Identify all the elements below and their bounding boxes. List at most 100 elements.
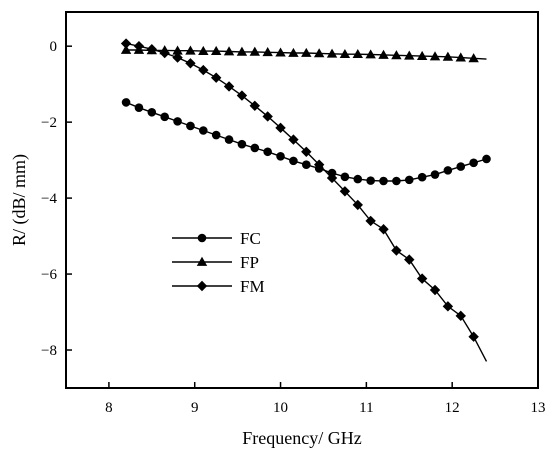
data-point-fm bbox=[455, 310, 466, 322]
data-point-fm bbox=[468, 331, 479, 342]
legend-label: FC bbox=[240, 229, 261, 248]
data-point-fm bbox=[326, 172, 338, 184]
data-point-fm bbox=[172, 52, 183, 63]
x-tick-label: 8 bbox=[105, 400, 113, 416]
data-point-fp bbox=[288, 47, 299, 57]
data-point-fc bbox=[379, 176, 388, 186]
data-point-fm bbox=[339, 186, 351, 197]
data-point-fm bbox=[442, 301, 454, 312]
data-point-fp bbox=[455, 52, 466, 62]
data-point-fp bbox=[468, 53, 479, 63]
data-point-fp bbox=[404, 50, 415, 60]
data-point-fm bbox=[275, 122, 286, 134]
data-point-fc bbox=[353, 174, 363, 184]
data-point-fc bbox=[456, 162, 466, 171]
legend-label: FM bbox=[240, 277, 265, 296]
axis-ticks: 8 9 10 11 12 13 0 −2 −4 −6 −8 bbox=[41, 39, 545, 416]
data-point-fc bbox=[211, 130, 221, 140]
data-point-fm bbox=[249, 100, 260, 112]
data-point-fm bbox=[146, 44, 158, 55]
data-point-fp bbox=[326, 48, 338, 58]
data-point-fp bbox=[120, 44, 132, 54]
data-point-fp bbox=[429, 51, 441, 61]
data-point-fc bbox=[340, 172, 350, 182]
data-point-fp bbox=[391, 50, 402, 60]
x-tick-label: 11 bbox=[359, 400, 373, 416]
y-tick-label: −8 bbox=[41, 343, 57, 359]
data-point-fc bbox=[301, 160, 311, 169]
data-point-fp bbox=[365, 49, 376, 59]
data-point-fm bbox=[352, 199, 363, 211]
data-point-fc bbox=[482, 154, 491, 164]
data-point-fm bbox=[236, 90, 248, 101]
legend-item-fp: FP bbox=[172, 253, 259, 272]
y-tick-label: −2 bbox=[41, 115, 57, 131]
data-point-fp bbox=[223, 46, 235, 56]
data-point-fm bbox=[159, 47, 170, 59]
data-point-fc bbox=[237, 139, 247, 149]
plot-frame bbox=[65, 11, 539, 389]
data-point-fc bbox=[366, 176, 375, 185]
data-point-fp bbox=[198, 45, 209, 56]
series-fm bbox=[120, 38, 488, 362]
data-point-fm bbox=[198, 64, 209, 76]
y-tick-label: −6 bbox=[41, 267, 57, 283]
data-point-fm bbox=[404, 254, 415, 265]
data-point-fp bbox=[249, 46, 260, 56]
data-point-fm bbox=[120, 38, 132, 49]
data-point-fp bbox=[172, 45, 183, 55]
data-point-fp bbox=[210, 45, 222, 56]
data-point-fc bbox=[289, 156, 298, 166]
series-fc bbox=[121, 98, 491, 186]
data-point-fm bbox=[210, 72, 222, 83]
legend-item-fc: FC bbox=[172, 229, 261, 248]
data-point-fm bbox=[133, 40, 145, 52]
data-point-fc bbox=[224, 135, 234, 144]
data-point-fc bbox=[147, 107, 157, 117]
legend: FC FP FM bbox=[172, 229, 265, 296]
data-point-fc bbox=[173, 117, 182, 126]
data-point-fm bbox=[262, 111, 273, 122]
data-point-fc bbox=[263, 147, 272, 157]
data-point-fc bbox=[276, 152, 285, 161]
data-point-fc bbox=[250, 143, 260, 153]
data-point-fp bbox=[262, 47, 273, 57]
data-point-fm bbox=[301, 146, 312, 157]
data-point-fm bbox=[365, 215, 376, 227]
data-point-fm bbox=[429, 284, 441, 296]
data-point-fc bbox=[121, 98, 131, 107]
data-point-fm bbox=[185, 58, 196, 69]
data-point-fm bbox=[288, 134, 299, 145]
data-point-fp bbox=[416, 50, 428, 60]
legend-marker-fc bbox=[197, 233, 207, 243]
data-point-fc bbox=[186, 121, 195, 131]
data-point-fc bbox=[430, 170, 440, 179]
x-tick-label: 9 bbox=[191, 400, 199, 416]
data-point-fc bbox=[392, 176, 401, 186]
x-axis-label: Frequency/ GHz bbox=[242, 428, 361, 448]
data-point-fp bbox=[236, 46, 248, 56]
y-axis-label: R/ (dB/ mm) bbox=[9, 154, 30, 246]
y-tick-label: 0 bbox=[50, 39, 58, 55]
x-tick-label: 10 bbox=[273, 400, 288, 416]
data-point-fm bbox=[378, 224, 389, 235]
data-point-fc bbox=[469, 158, 478, 168]
data-point-fc bbox=[134, 103, 144, 113]
data-point-fc bbox=[404, 175, 414, 185]
data-point-fc bbox=[443, 166, 453, 175]
data-point-fp bbox=[339, 48, 351, 59]
x-tick-label: 12 bbox=[445, 400, 460, 416]
y-tick-label: −4 bbox=[41, 191, 57, 207]
x-tick-label: 13 bbox=[531, 400, 546, 416]
data-point-fp bbox=[378, 49, 389, 59]
data-point-fp bbox=[301, 47, 312, 57]
data-point-fm bbox=[391, 245, 402, 256]
data-point-fc bbox=[160, 112, 169, 122]
data-point-fp bbox=[313, 48, 325, 58]
legend-label: FP bbox=[240, 253, 259, 272]
data-point-fc bbox=[199, 126, 208, 135]
series-line-fc bbox=[125, 101, 487, 182]
data-point-fp bbox=[442, 51, 454, 61]
data-point-fp bbox=[185, 45, 196, 55]
